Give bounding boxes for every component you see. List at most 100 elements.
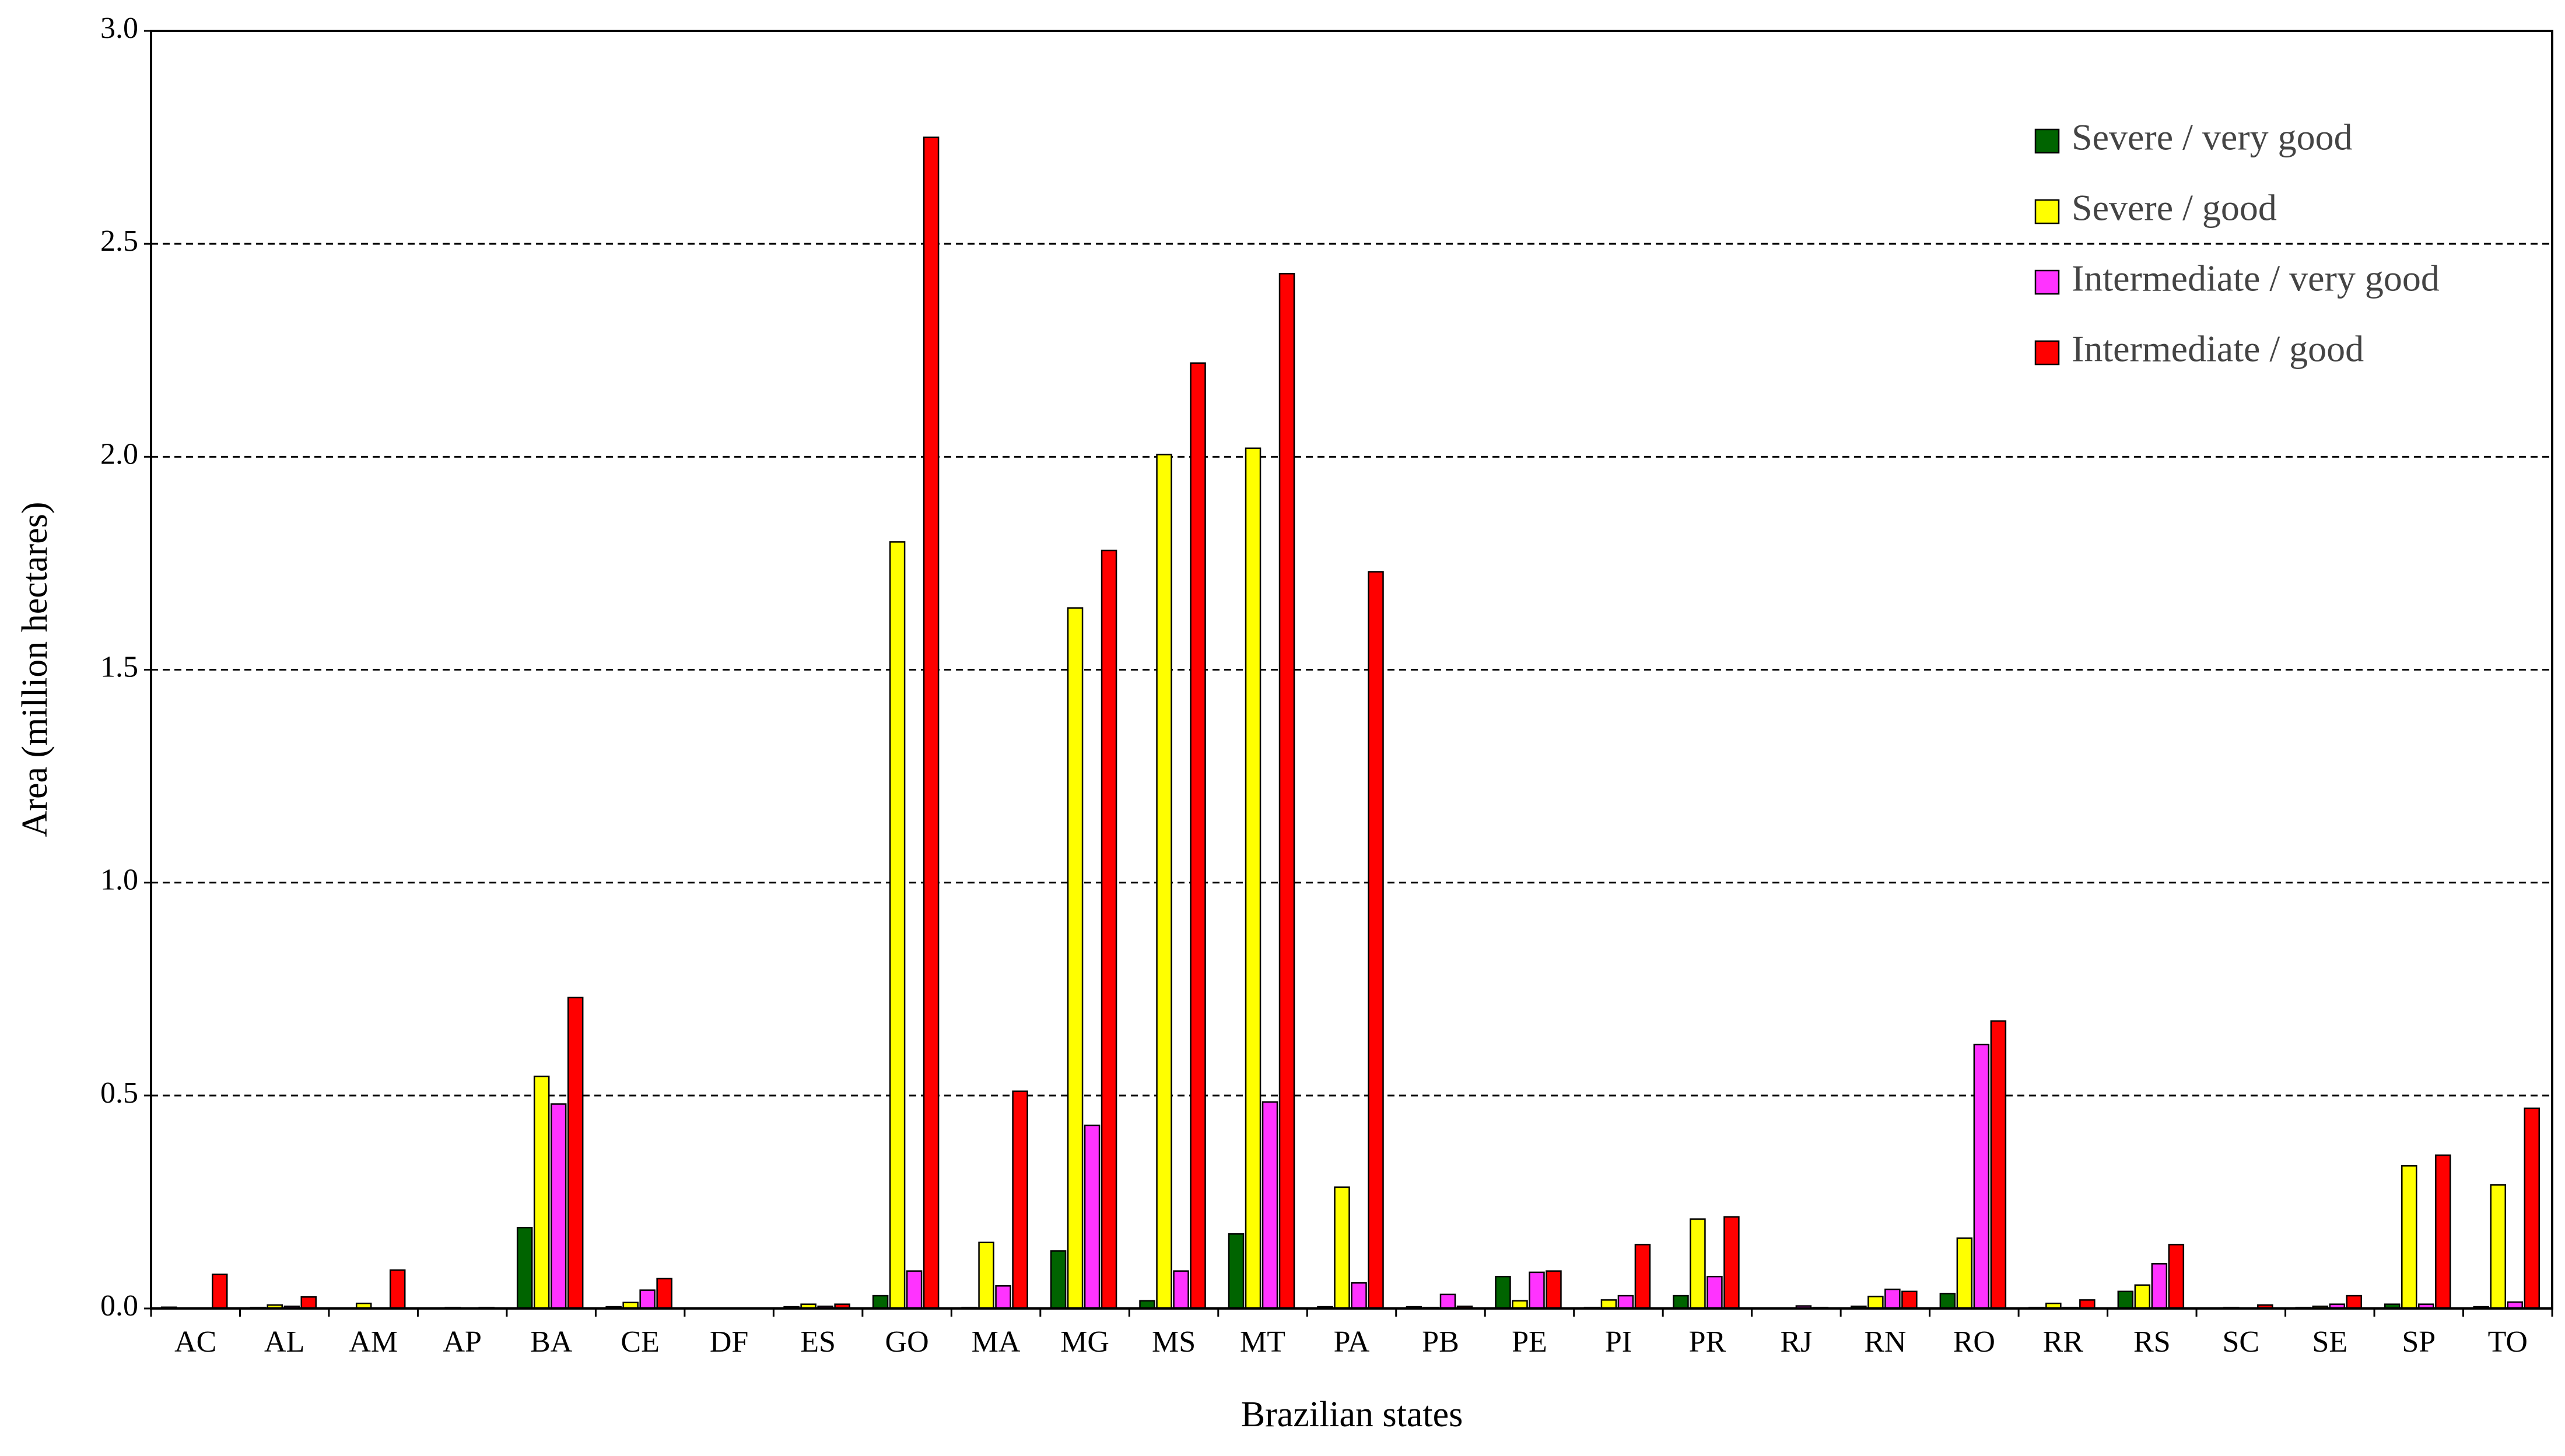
bar: [2134, 1284, 2151, 1310]
bar: [1723, 1216, 1740, 1310]
x-tick-label: RS: [2133, 1325, 2171, 1359]
x-tick-label: BA: [530, 1325, 573, 1359]
legend-label: Severe / good: [2072, 187, 2277, 229]
bar: [1156, 454, 1172, 1310]
bar: [1867, 1296, 1884, 1310]
bar: [1990, 1020, 2007, 1310]
bar: [1439, 1293, 1456, 1310]
x-tick-label: RN: [1864, 1325, 1906, 1359]
bar: [1600, 1299, 1617, 1310]
bar: [533, 1075, 550, 1310]
bar: [1617, 1294, 1634, 1310]
bar: [2435, 1154, 2451, 1310]
bar: [2346, 1294, 2363, 1310]
y-tick-label: 1.0: [100, 864, 138, 897]
bar: [978, 1241, 994, 1310]
bar: [1939, 1293, 1956, 1310]
bar: [639, 1289, 656, 1310]
bar: [1050, 1250, 1067, 1310]
x-tick-label: RR: [2043, 1325, 2084, 1359]
x-tick-label: PR: [1689, 1325, 1726, 1359]
bar: [1707, 1275, 1723, 1310]
bar: [300, 1296, 317, 1310]
x-tick-label: DF: [710, 1325, 748, 1359]
bar: [550, 1103, 567, 1310]
bar: [1278, 273, 1295, 1310]
y-tick-label: 0.0: [100, 1289, 138, 1322]
bar: [1245, 447, 1262, 1310]
legend-swatch: [2034, 199, 2060, 224]
x-tick-label: PE: [1512, 1325, 1547, 1359]
bar: [1190, 362, 1206, 1310]
bar: [211, 1273, 228, 1310]
x-tick-label: SC: [2223, 1325, 2260, 1359]
bar: [2168, 1244, 2185, 1310]
bar: [923, 136, 940, 1310]
bar: [1495, 1275, 1511, 1310]
bar: [2079, 1299, 2096, 1310]
y-tick-label: 1.5: [100, 650, 138, 683]
x-tick-label: MG: [1060, 1325, 1109, 1359]
bar: [1634, 1244, 1651, 1310]
y-tick-label: 3.0: [100, 12, 138, 45]
x-tick-label: AP: [443, 1325, 481, 1359]
x-tick-label: MA: [972, 1325, 1021, 1359]
bar: [1084, 1124, 1101, 1310]
x-tick-label: TO: [2488, 1325, 2528, 1359]
bar: [872, 1294, 889, 1310]
y-tick-label: 0.5: [100, 1076, 138, 1110]
bar: [2151, 1263, 2168, 1310]
x-tick-label: AC: [174, 1325, 216, 1359]
x-tick-label: PB: [1422, 1325, 1459, 1359]
legend-label: Intermediate / very good: [2072, 258, 2440, 299]
bar: [1173, 1270, 1189, 1310]
x-tick-label: AM: [349, 1325, 398, 1359]
bar: [516, 1226, 533, 1310]
bar: [2490, 1184, 2507, 1310]
x-tick-label: PI: [1605, 1325, 1632, 1359]
bar: [1546, 1270, 1562, 1310]
bar: [1101, 549, 1117, 1310]
x-axis-title: Brazilian states: [1241, 1395, 1463, 1434]
y-axis-title: Area (million hectares): [15, 502, 55, 837]
x-tick-label: MS: [1152, 1325, 1196, 1359]
x-tick-label: CE: [621, 1325, 659, 1359]
bar: [1351, 1282, 1367, 1310]
bar: [1067, 607, 1084, 1310]
bar: [995, 1285, 1011, 1310]
y-tick-label: 2.5: [100, 224, 138, 258]
bar: [1012, 1090, 1028, 1310]
x-tick-label: ES: [800, 1325, 836, 1359]
bar: [656, 1278, 672, 1310]
bar: [1368, 571, 1384, 1310]
bar: [1690, 1218, 1706, 1310]
bar: [2117, 1290, 2134, 1310]
legend-swatch: [2034, 269, 2060, 295]
x-tick-label: RJ: [1780, 1325, 1812, 1359]
bar: [1529, 1271, 1545, 1310]
x-tick-label: RO: [1953, 1325, 1995, 1359]
bar: [2524, 1107, 2541, 1310]
x-tick-label: GO: [885, 1325, 929, 1359]
x-tick-label: AL: [264, 1325, 304, 1359]
bar: [1884, 1288, 1901, 1310]
bar: [1956, 1237, 1973, 1310]
x-tick-label: MT: [1240, 1325, 1285, 1359]
plot-frame: [150, 30, 2553, 1310]
bar: [567, 997, 584, 1310]
bar: [889, 541, 906, 1310]
bar: [1973, 1043, 1990, 1310]
bar: [1334, 1186, 1350, 1310]
x-tick-label: PA: [1334, 1325, 1370, 1359]
bar: [1901, 1290, 1918, 1310]
y-tick-label: 2.0: [100, 437, 138, 471]
bar: [1228, 1233, 1245, 1310]
legend-swatch: [2034, 340, 2060, 366]
bar: [1262, 1101, 1278, 1310]
bar: [2401, 1165, 2417, 1310]
bar: [1673, 1294, 1689, 1310]
legend-swatch: [2034, 128, 2060, 154]
legend-label: Intermediate / good: [2072, 328, 2364, 370]
